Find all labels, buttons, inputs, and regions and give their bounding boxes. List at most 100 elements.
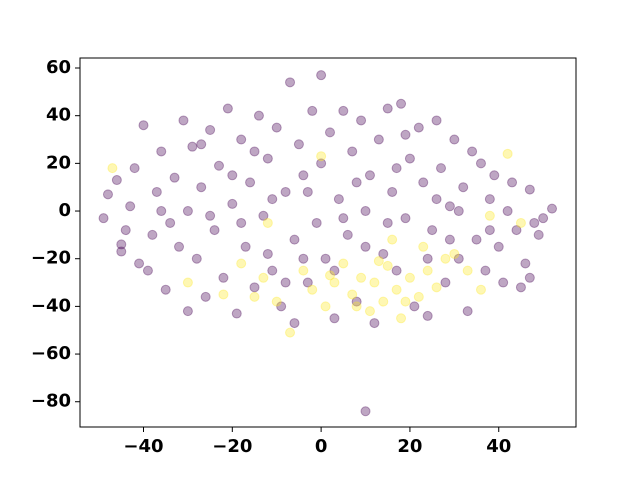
point (240, 241, 251, 252)
point (267, 194, 278, 205)
point (147, 229, 158, 240)
y-tick-label: −60 (31, 343, 71, 364)
point (298, 170, 309, 181)
point (480, 265, 491, 276)
point (98, 213, 109, 224)
point (449, 134, 460, 145)
point (311, 217, 322, 228)
point (529, 217, 540, 228)
point (453, 206, 464, 217)
point (165, 217, 176, 228)
point (156, 146, 167, 157)
point (329, 313, 340, 324)
point (547, 203, 558, 214)
point (329, 265, 340, 276)
point (196, 182, 207, 193)
point (351, 177, 362, 188)
point (253, 110, 264, 121)
point (489, 170, 500, 181)
point (227, 170, 238, 181)
point (276, 301, 287, 312)
point (227, 198, 238, 209)
point (498, 277, 509, 288)
point (462, 306, 473, 317)
point (422, 265, 433, 276)
point (449, 248, 460, 259)
point (458, 182, 469, 193)
point (347, 289, 358, 300)
point (213, 160, 224, 171)
point (262, 217, 273, 228)
y-tick-label: 0 (58, 200, 71, 221)
point (178, 115, 189, 126)
point (320, 253, 331, 264)
point (427, 225, 438, 236)
point (440, 253, 451, 264)
point (316, 70, 327, 81)
series (98, 70, 558, 417)
point (418, 241, 429, 252)
y-tick-label: −20 (31, 248, 71, 269)
point (174, 241, 185, 252)
point (293, 139, 304, 150)
point (364, 170, 375, 181)
point (267, 265, 278, 276)
point (373, 134, 384, 145)
point (502, 148, 513, 159)
point (160, 284, 171, 295)
point (471, 234, 482, 245)
series (107, 148, 526, 338)
point (484, 225, 495, 236)
point (391, 265, 402, 276)
point (324, 270, 335, 281)
point (285, 77, 296, 88)
point (387, 234, 398, 245)
point (524, 272, 535, 283)
point (396, 98, 407, 109)
point (351, 301, 362, 312)
point (262, 248, 273, 259)
point (125, 201, 136, 212)
plot-frame (79, 57, 577, 428)
point (187, 141, 198, 152)
point (302, 277, 313, 288)
y-tick-label: 40 (46, 105, 71, 126)
point (205, 124, 216, 135)
point (182, 306, 193, 317)
point (369, 277, 380, 288)
point (396, 313, 407, 324)
point (116, 239, 127, 250)
point (342, 229, 353, 240)
point (271, 296, 282, 307)
point (280, 277, 291, 288)
point (169, 172, 180, 183)
point (338, 213, 349, 224)
point (262, 153, 273, 164)
point (418, 177, 429, 188)
point (316, 158, 327, 169)
point (360, 241, 371, 252)
point (360, 406, 371, 417)
point (142, 265, 153, 276)
point (289, 318, 300, 329)
x-tick-label: −20 (212, 436, 252, 457)
point (338, 105, 349, 116)
point (431, 115, 442, 126)
point (404, 272, 415, 283)
point (413, 122, 424, 133)
point (356, 272, 367, 283)
point (369, 318, 380, 329)
point (462, 265, 473, 276)
point (444, 201, 455, 212)
point (533, 229, 544, 240)
point (422, 310, 433, 321)
x-tick-label: 40 (486, 436, 511, 457)
point (347, 146, 358, 157)
point (138, 120, 149, 131)
point (467, 146, 478, 157)
point (102, 189, 113, 200)
point (338, 258, 349, 269)
point (298, 265, 309, 276)
point (502, 206, 513, 217)
point (249, 291, 260, 302)
